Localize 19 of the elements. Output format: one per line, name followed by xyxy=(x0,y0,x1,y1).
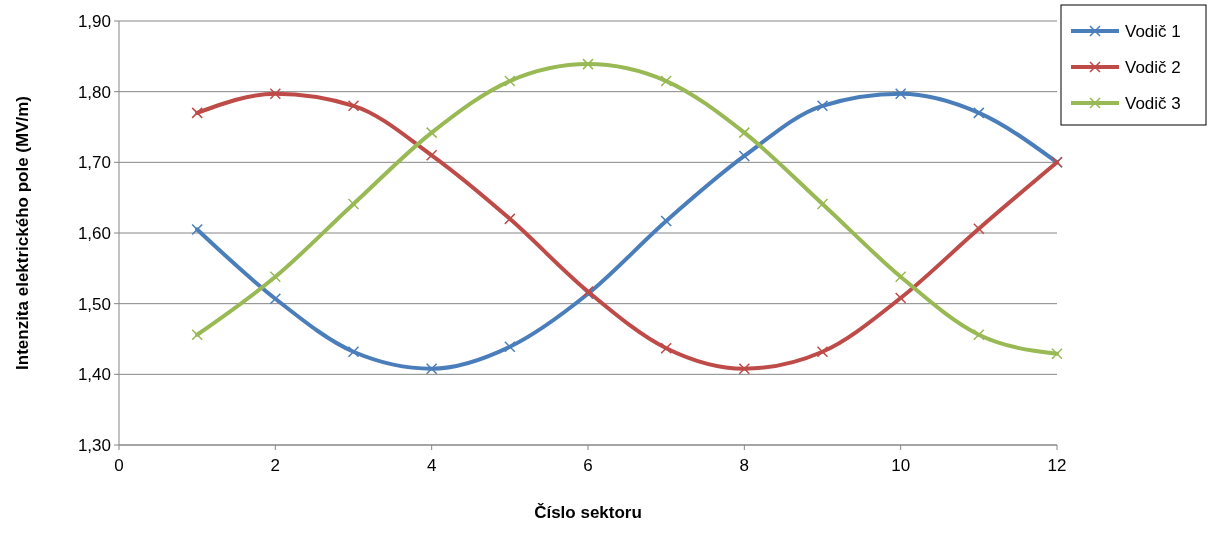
y-tick-label: 1,70 xyxy=(77,153,111,173)
legend-label: Vodič 3 xyxy=(1125,93,1181,113)
y-tick-label: 1,90 xyxy=(77,11,111,31)
x-tick-label: 10 xyxy=(891,456,911,475)
legend-label: Vodič 2 xyxy=(1125,57,1181,77)
y-tick-label: 1,60 xyxy=(77,223,111,243)
y-tick-label: 1,40 xyxy=(77,365,111,385)
x-axis-title: Číslo sektoru xyxy=(534,503,642,522)
x-tick-label: 8 xyxy=(739,456,750,475)
x-tick-label: 0 xyxy=(114,456,124,475)
y-tick-label: 1,30 xyxy=(77,435,111,455)
y-axis-title: Intenzita elektrického pole (MV/m) xyxy=(13,96,32,370)
legend-label: Vodič 1 xyxy=(1125,21,1181,41)
y-tick-label: 1,50 xyxy=(77,294,111,314)
y-tick-label: 1,80 xyxy=(77,82,111,102)
x-tick-label: 12 xyxy=(1047,456,1067,475)
x-tick-label: 6 xyxy=(583,456,593,475)
x-tick-label: 2 xyxy=(270,456,281,475)
x-tick-label: 4 xyxy=(426,456,437,475)
